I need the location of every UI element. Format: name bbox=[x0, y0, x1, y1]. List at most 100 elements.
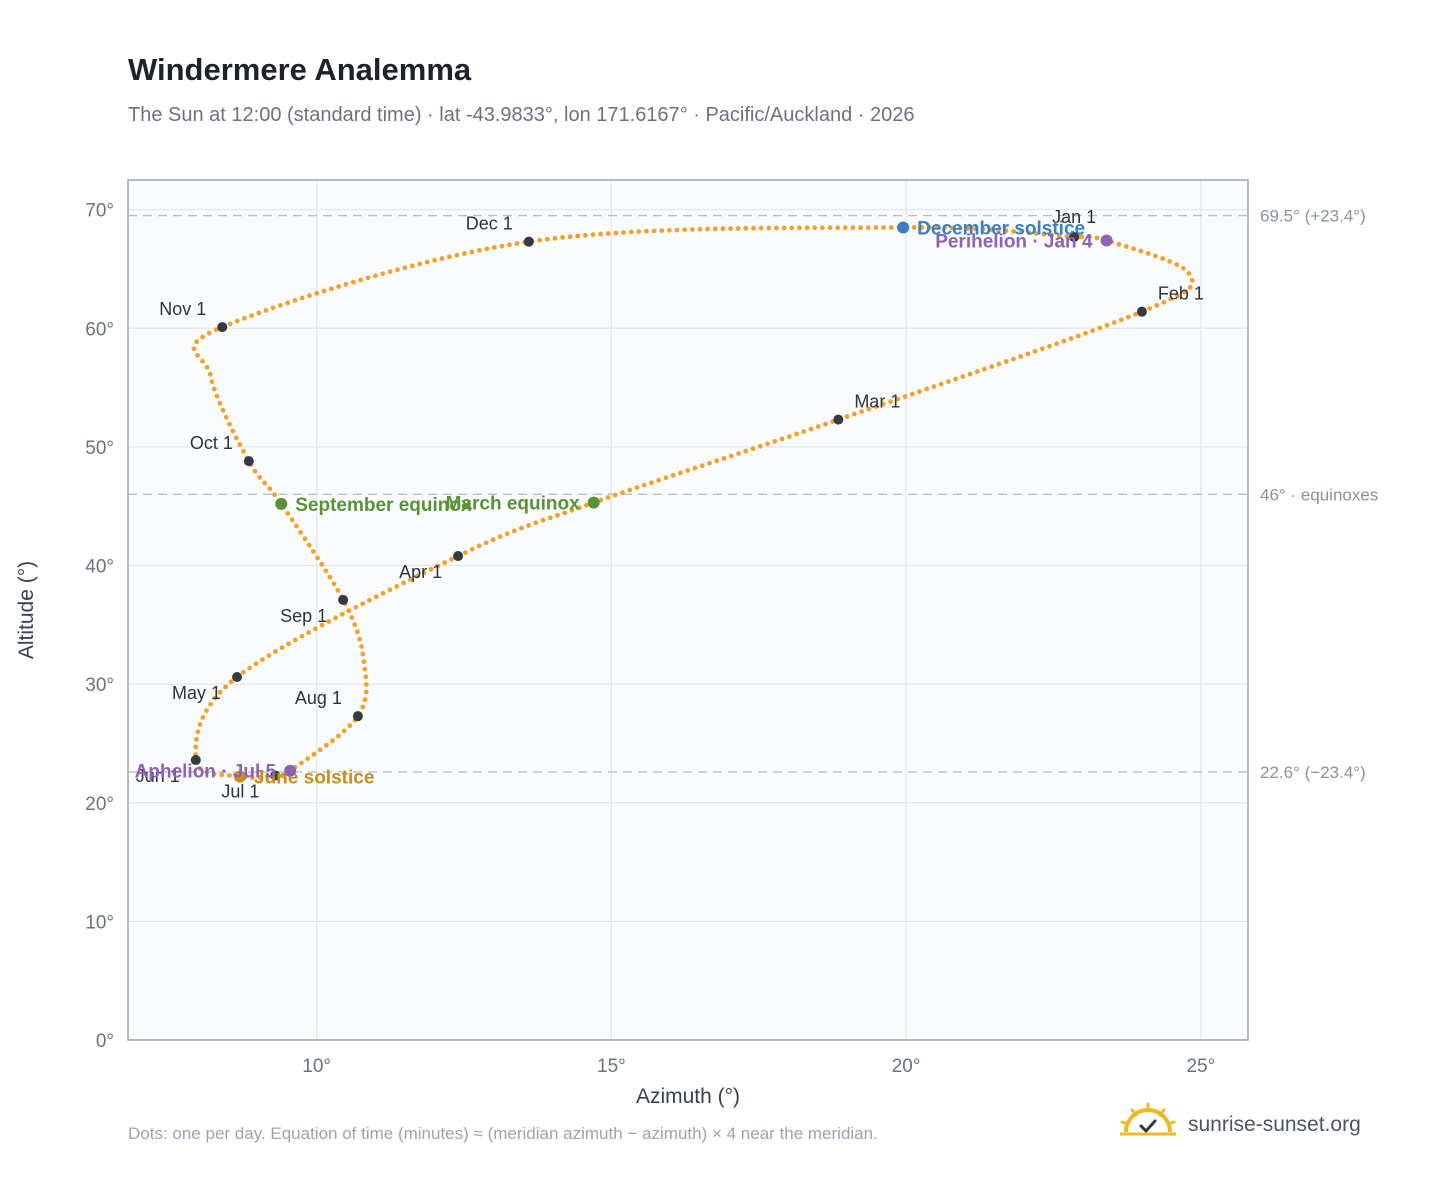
day-dot bbox=[1018, 229, 1024, 235]
day-dot bbox=[240, 669, 246, 675]
day-dot bbox=[1174, 262, 1180, 267]
day-dot bbox=[315, 555, 321, 561]
day-dot bbox=[560, 235, 565, 240]
day-dot bbox=[209, 379, 215, 385]
day-dot bbox=[193, 744, 199, 750]
day-dot bbox=[454, 252, 460, 258]
month-label: Jan 1 bbox=[1052, 207, 1096, 227]
day-dot bbox=[1083, 330, 1088, 336]
day-dot bbox=[801, 429, 807, 434]
day-dot bbox=[204, 364, 210, 370]
day-dot bbox=[360, 601, 366, 607]
day-dot bbox=[628, 229, 634, 235]
sun-check-icon bbox=[1120, 1102, 1176, 1147]
day-dot bbox=[447, 254, 452, 260]
day-dot bbox=[786, 434, 792, 439]
day-dot bbox=[360, 704, 366, 710]
day-dot bbox=[417, 261, 423, 267]
day-dot bbox=[996, 361, 1002, 367]
day-dot bbox=[789, 225, 795, 231]
day-dot bbox=[234, 318, 240, 324]
day-dot bbox=[211, 386, 217, 392]
month-marker bbox=[190, 755, 201, 766]
day-dot bbox=[988, 227, 994, 233]
month-label: Feb 1 bbox=[1158, 284, 1204, 304]
y-axis-label: Altitude (°) bbox=[15, 561, 38, 659]
day-dot bbox=[249, 313, 254, 319]
day-dot bbox=[504, 531, 510, 537]
day-dot bbox=[779, 436, 785, 442]
day-dot bbox=[605, 231, 611, 236]
day-dot bbox=[1054, 341, 1060, 347]
month-label: Nov 1 bbox=[159, 299, 206, 319]
day-dot bbox=[765, 441, 770, 447]
day-dot bbox=[346, 608, 351, 614]
day-dot bbox=[774, 225, 779, 231]
month-marker bbox=[243, 456, 254, 467]
day-dot bbox=[835, 225, 841, 231]
event-marker bbox=[1100, 234, 1113, 247]
event-label: December solstice bbox=[917, 218, 1085, 239]
day-dot bbox=[424, 259, 430, 265]
y-tick-label: 70° bbox=[85, 201, 114, 222]
page-subtitle: The Sun at 12:00 (standard time) · lat -… bbox=[128, 104, 915, 126]
day-dot bbox=[924, 386, 930, 392]
day-dot bbox=[200, 358, 205, 364]
day-dot bbox=[620, 490, 625, 495]
day-dot bbox=[911, 224, 917, 230]
day-dot bbox=[544, 236, 550, 242]
day-dot bbox=[228, 679, 234, 685]
day-dot bbox=[636, 229, 642, 235]
day-dot bbox=[707, 460, 712, 466]
month-marker bbox=[217, 322, 228, 333]
day-dot bbox=[352, 622, 358, 628]
event-marker bbox=[897, 221, 910, 234]
day-dot bbox=[353, 604, 359, 610]
day-dot bbox=[347, 723, 353, 729]
day-dot bbox=[409, 263, 415, 269]
day-dot bbox=[612, 492, 618, 498]
day-dot bbox=[583, 502, 589, 508]
day-dot bbox=[200, 714, 206, 720]
day-dot bbox=[689, 227, 695, 232]
day-dot bbox=[217, 689, 223, 695]
day-dot bbox=[435, 563, 441, 569]
day-dot bbox=[401, 580, 406, 586]
day-dot bbox=[362, 697, 368, 703]
day-dot bbox=[462, 251, 467, 256]
day-dot bbox=[1047, 343, 1052, 349]
day-dot bbox=[850, 225, 856, 231]
day-dot bbox=[230, 428, 236, 434]
day-dot bbox=[312, 626, 318, 632]
day-dot bbox=[323, 568, 329, 574]
day-dot bbox=[827, 225, 833, 231]
day-dot bbox=[982, 366, 987, 372]
day-dot bbox=[1018, 354, 1024, 359]
day-dot bbox=[960, 374, 966, 379]
day-dot bbox=[873, 225, 879, 231]
day-dot bbox=[211, 771, 217, 777]
day-dot bbox=[934, 225, 940, 230]
day-dot bbox=[1133, 311, 1138, 317]
day-dot bbox=[1026, 230, 1032, 236]
day-dot bbox=[1111, 320, 1117, 326]
day-dot bbox=[953, 376, 959, 382]
brand[interactable]: sunrise-sunset.org bbox=[1120, 1102, 1361, 1147]
day-dot bbox=[598, 497, 604, 503]
month-label: Mar 1 bbox=[854, 392, 900, 412]
day-dot bbox=[206, 330, 212, 336]
month-label: Jun 1 bbox=[136, 766, 180, 786]
day-dot bbox=[428, 566, 434, 572]
day-dot bbox=[439, 256, 445, 261]
day-dot bbox=[1003, 228, 1009, 234]
event-marker bbox=[587, 496, 600, 509]
day-dot bbox=[1039, 346, 1045, 352]
day-dot bbox=[367, 597, 372, 603]
day-dot bbox=[207, 371, 213, 377]
day-dot bbox=[299, 633, 305, 639]
day-dot bbox=[339, 611, 345, 617]
day-dot bbox=[540, 517, 546, 523]
footnote: Dots: one per day. Equation of time (min… bbox=[128, 1124, 878, 1143]
day-dot bbox=[307, 293, 312, 299]
